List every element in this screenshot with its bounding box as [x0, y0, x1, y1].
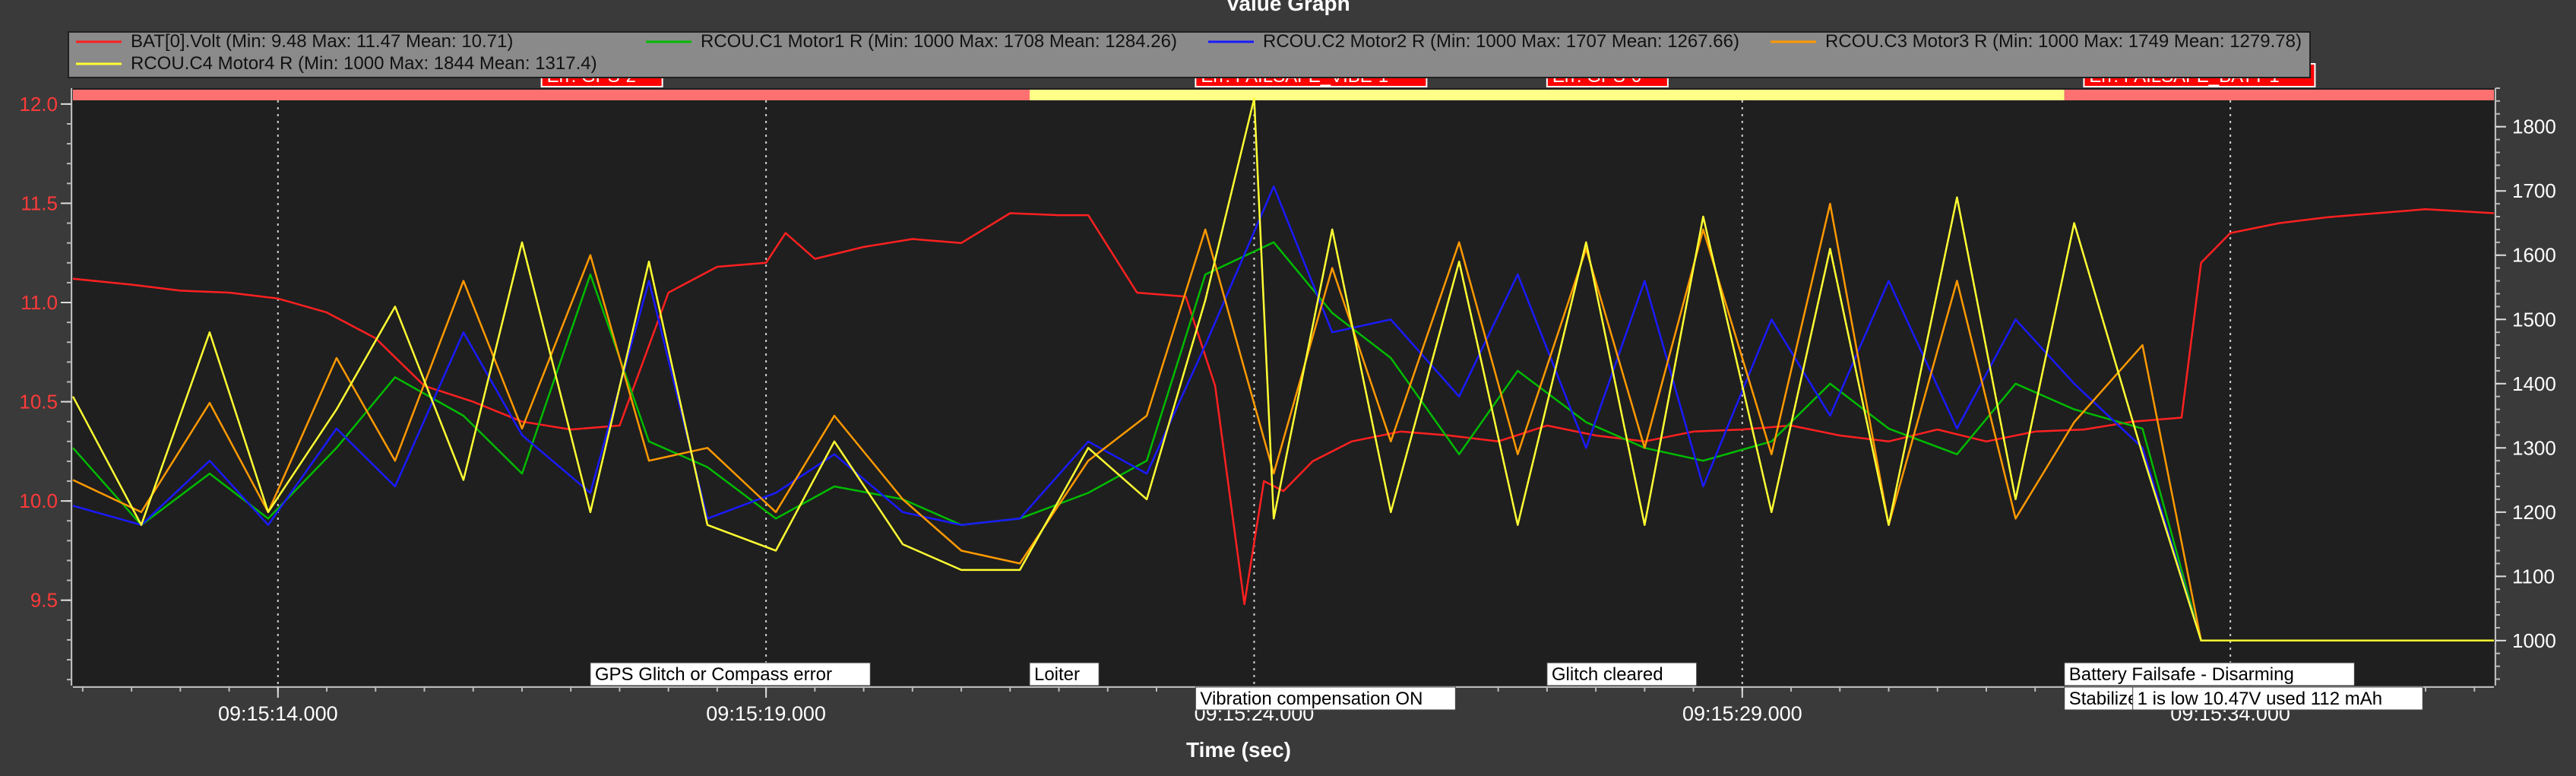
annotation-label: Vibration compensation ON	[1200, 689, 1422, 709]
event-annotations: GPS Glitch or Compass error Loiter Vibrati…	[590, 662, 2423, 711]
annotation-box	[1195, 686, 1456, 711]
x-tick-label: 09:15:19.000	[706, 702, 826, 725]
x-tick-label: 09:15:14.000	[218, 702, 338, 725]
mode-band	[1029, 90, 2065, 100]
left-tick-label: 9.5	[30, 589, 58, 612]
mode-bands	[73, 90, 2494, 100]
left-tick-label: 11.5	[21, 192, 58, 214]
annotation-label: GPS Glitch or Compass error	[595, 664, 832, 685]
legend-box	[68, 31, 2311, 78]
annotation-box	[2064, 662, 2355, 686]
right-tick-label: 1500	[2512, 308, 2556, 331]
x-tick-label: 09:15:29.000	[1682, 702, 1802, 725]
chart-title: Value Graph	[1226, 0, 1350, 15]
left-tick-label: 10.0	[19, 489, 58, 512]
series-line-rcou-c2-motor2-r	[72, 185, 2494, 642]
plot-area[interactable]	[73, 88, 2494, 686]
series-line-rcou-c4-motor4-r	[71, 97, 2494, 642]
annotation-box	[1546, 662, 1698, 686]
series-line-rcou-c1-motor1-r	[72, 241, 2494, 642]
right-tick-label: 1300	[2512, 436, 2556, 459]
right-tick-label: 1100	[2512, 565, 2555, 588]
legend-entry: RCOU.C4 Motor4 R (Min: 1000 Max: 1844 Me…	[131, 53, 597, 74]
annotation-box	[590, 662, 871, 686]
right-tick-label: 1200	[2512, 501, 2556, 524]
left-tick-label: 10.5	[19, 391, 58, 413]
annotation-box	[1029, 662, 1100, 686]
legend-entry: BAT[0].Volt (Min: 9.48 Max: 11.47 Mean: …	[131, 31, 513, 52]
series-line-bat-0-volt	[72, 208, 2495, 606]
left-tick-label: 12.0	[19, 93, 58, 116]
right-y-axis: 1000 1100 1200 1300 1400 1500 1600 1700 1800	[2495, 87, 2556, 686]
grid-lines	[277, 100, 2232, 686]
x-axis-label: Time (sec)	[1186, 738, 1291, 762]
annotation-label: Stabilize	[2069, 689, 2138, 709]
annotation-label: 1 is low 10.47V used 112 mAh	[2138, 689, 2382, 709]
left-tick-label: 11.0	[21, 291, 58, 314]
annotation-label: Glitch cleared	[1552, 664, 1663, 685]
right-tick-label: 1800	[2512, 116, 2556, 138]
right-tick-label: 1400	[2512, 372, 2556, 395]
mode-band	[73, 90, 1030, 100]
left-y-axis: 9.5 10.0 10.5 11.0 11.5 12.0	[19, 88, 72, 686]
annotation-label: Battery Failsafe - Disarming	[2069, 664, 2294, 685]
annotation-label: Loiter	[1034, 664, 1080, 685]
legend-entry: RCOU.C1 Motor1 R (Min: 1000 Max: 1708 Me…	[701, 31, 1177, 52]
annotation-box	[2132, 686, 2423, 711]
right-tick-label: 1000	[2512, 629, 2556, 652]
legend: BAT[0].Volt (Min: 9.48 Max: 11.47 Mean: …	[68, 31, 2311, 78]
right-tick-label: 1700	[2512, 179, 2556, 202]
mode-band	[2064, 90, 2494, 100]
legend-entry: RCOU.C3 Motor3 R (Min: 1000 Max: 1749 Me…	[1825, 31, 2302, 52]
legend-entry: RCOU.C2 Motor2 R (Min: 1000 Max: 1707 Me…	[1263, 31, 1739, 52]
series-lines	[71, 97, 2495, 642]
right-tick-label: 1600	[2512, 244, 2556, 267]
